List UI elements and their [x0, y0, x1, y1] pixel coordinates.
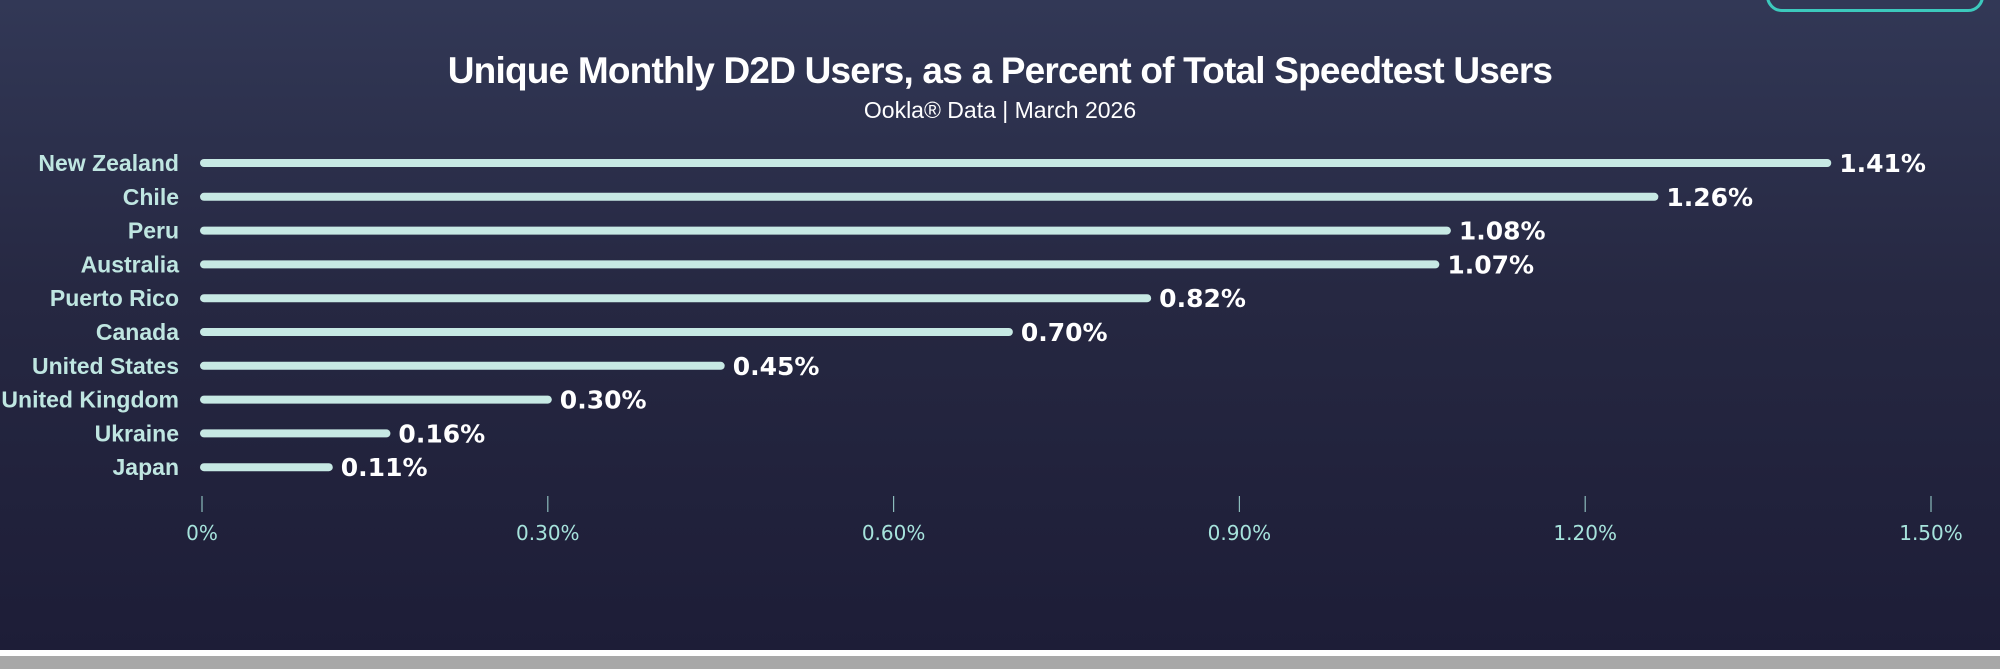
- value-label-united-states: 0.45%: [733, 352, 820, 381]
- category-label-chile: Chile: [123, 184, 179, 210]
- category-label-peru: Peru: [128, 218, 179, 244]
- bottom-divider: [0, 650, 2000, 656]
- x-tick-label: 0%: [186, 521, 218, 545]
- value-label-peru: 1.08%: [1459, 217, 1546, 246]
- value-label-chile: 1.26%: [1666, 183, 1753, 212]
- chart-title: Unique Monthly D2D Users, as a Percent o…: [447, 50, 1553, 91]
- value-label-canada: 0.70%: [1021, 318, 1108, 347]
- bar-chart: New Zealand 1.41% Chile 1.26% Peru 1.08% Austr…: [1, 149, 1963, 545]
- x-tick-label: 1.50%: [1899, 521, 1963, 545]
- category-label-ukraine: Ukraine: [95, 420, 179, 446]
- value-label-puerto-rico: 0.82%: [1159, 284, 1246, 313]
- value-label-japan: 0.11%: [341, 453, 428, 482]
- value-label-new-zealand: 1.41%: [1839, 149, 1926, 178]
- category-label-japan: Japan: [113, 454, 179, 480]
- value-label-ukraine: 0.16%: [398, 419, 485, 448]
- x-tick-label: 1.20%: [1553, 521, 1617, 545]
- category-label-australia: Australia: [81, 251, 180, 277]
- category-label-united-states: United States: [32, 353, 179, 379]
- category-label-new-zealand: New Zealand: [38, 150, 179, 176]
- x-tick-label: 0.60%: [862, 521, 926, 545]
- chart-panel: Unique Monthly D2D Users, as a Percent o…: [0, 0, 2000, 650]
- value-label-australia: 1.07%: [1447, 250, 1534, 279]
- category-label-united-kingdom: United Kingdom: [1, 387, 179, 413]
- chart-subtitle: Ookla® Data | March 2026: [863, 97, 1137, 123]
- x-tick-label: 0.30%: [516, 521, 580, 545]
- bottom-scroll-strip: [0, 656, 2000, 669]
- category-label-canada: Canada: [96, 319, 179, 345]
- x-tick-label: 0.90%: [1208, 521, 1272, 545]
- value-label-united-kingdom: 0.30%: [560, 386, 647, 415]
- category-label-puerto-rico: Puerto Rico: [50, 285, 179, 311]
